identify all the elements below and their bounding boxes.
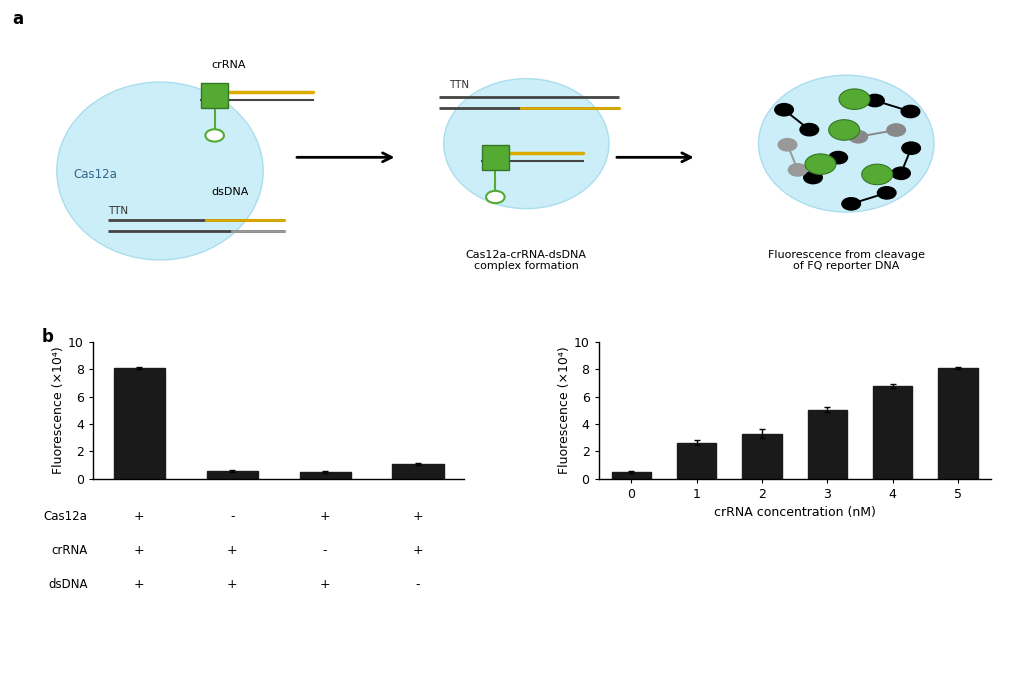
Circle shape (829, 120, 860, 140)
Circle shape (805, 154, 836, 174)
Text: +: + (413, 510, 423, 523)
Text: Cas12a: Cas12a (73, 168, 117, 181)
Circle shape (800, 124, 818, 136)
Text: -: - (416, 578, 420, 592)
Circle shape (788, 163, 807, 176)
Circle shape (804, 172, 823, 184)
Text: TTN: TTN (108, 206, 129, 215)
Bar (392, 464, 444, 479)
Bar (873, 386, 912, 479)
Text: +: + (320, 578, 330, 592)
Circle shape (892, 167, 910, 179)
Ellipse shape (759, 75, 934, 212)
Bar (299, 472, 351, 479)
Text: +: + (413, 544, 423, 557)
Text: crRNA: crRNA (212, 60, 246, 70)
Circle shape (205, 129, 224, 142)
Bar (938, 368, 977, 479)
Bar (114, 368, 165, 479)
Circle shape (886, 124, 905, 136)
Bar (206, 471, 258, 479)
Text: Fluorescence from cleavage
of FQ reporter DNA: Fluorescence from cleavage of FQ reporte… (768, 250, 925, 272)
Bar (742, 434, 781, 479)
Bar (482, 145, 509, 170)
X-axis label: crRNA concentration (nM): crRNA concentration (nM) (714, 506, 875, 519)
Text: Cas12a-crRNA-dsDNA
complex formation: Cas12a-crRNA-dsDNA complex formation (465, 250, 587, 272)
Text: +: + (320, 510, 330, 523)
Circle shape (486, 191, 505, 203)
Y-axis label: Fluorescence (×10⁴): Fluorescence (×10⁴) (558, 347, 571, 474)
Circle shape (866, 94, 884, 107)
Circle shape (849, 131, 868, 143)
Text: b: b (41, 328, 54, 346)
Ellipse shape (444, 79, 609, 209)
Text: dsDNA: dsDNA (49, 578, 88, 592)
Ellipse shape (57, 82, 263, 260)
Circle shape (877, 187, 896, 199)
Text: a: a (12, 10, 24, 28)
Circle shape (842, 198, 861, 210)
Bar (677, 443, 716, 479)
Circle shape (862, 164, 893, 185)
Text: +: + (134, 578, 144, 592)
Text: -: - (323, 544, 327, 557)
Text: +: + (227, 578, 237, 592)
Circle shape (829, 151, 847, 163)
Circle shape (901, 105, 920, 118)
Text: TTN: TTN (449, 81, 470, 90)
Text: Cas12a: Cas12a (43, 510, 88, 523)
Circle shape (775, 103, 794, 116)
Bar (808, 410, 847, 479)
Text: +: + (134, 544, 144, 557)
Text: +: + (134, 510, 144, 523)
Circle shape (902, 142, 921, 155)
Circle shape (839, 89, 870, 109)
Text: -: - (230, 510, 234, 523)
Text: +: + (227, 544, 237, 557)
Y-axis label: Fluorescence (×10⁴): Fluorescence (×10⁴) (53, 347, 65, 474)
Circle shape (778, 139, 797, 151)
Bar (201, 83, 228, 108)
Text: dsDNA: dsDNA (212, 187, 249, 196)
Text: crRNA: crRNA (52, 544, 88, 557)
Bar (612, 472, 651, 479)
